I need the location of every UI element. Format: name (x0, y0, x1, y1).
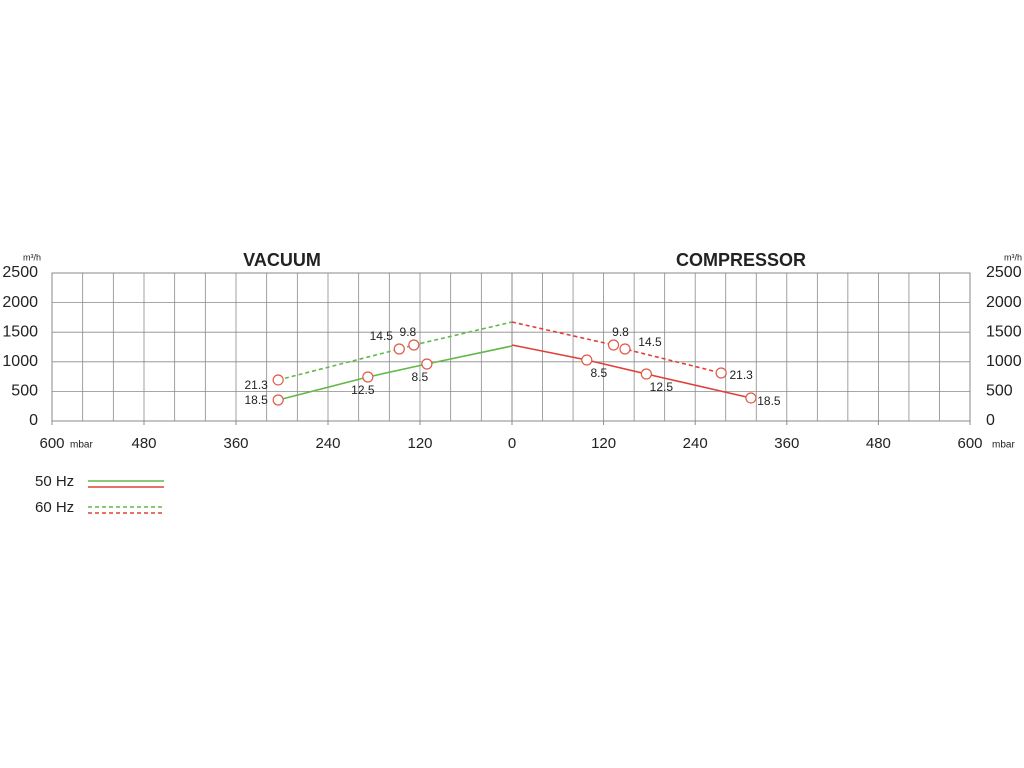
series-line (277, 321, 513, 381)
point-label: 18.5 (757, 394, 781, 408)
point-label: 21.3 (244, 378, 268, 392)
x-tick-label: 240 (315, 435, 340, 452)
y-tick-label: 2500 (2, 264, 38, 281)
x-tick-label: 360 (223, 435, 248, 452)
point-label: 12.5 (351, 383, 375, 397)
data-point (362, 371, 374, 383)
data-point (581, 354, 593, 366)
chart-title: COMPRESSOR (676, 250, 806, 270)
series-line (277, 345, 513, 401)
series-line (511, 321, 722, 374)
x-tick-label: 600 (957, 435, 982, 452)
point-label: 12.5 (650, 380, 674, 394)
data-point (393, 343, 405, 355)
series-line (511, 344, 752, 399)
y-tick-label: 1500 (986, 323, 1022, 340)
x-tick-label: 360 (774, 435, 799, 452)
point-label: 8.5 (590, 366, 607, 380)
x-axis-label: mbar (992, 440, 1015, 451)
chart-title: VACUUM (243, 250, 321, 270)
data-point (715, 367, 727, 379)
data-point (745, 392, 757, 404)
point-label: 21.3 (729, 368, 753, 382)
x-tick-label: 480 (866, 435, 891, 452)
x-axis-label: mbar (70, 440, 93, 451)
data-point (408, 339, 420, 351)
x-tick-label: 480 (131, 435, 156, 452)
point-label: 14.5 (638, 335, 662, 349)
point-label: 8.5 (412, 370, 429, 384)
y-tick-label: 500 (986, 383, 1013, 400)
data-point (640, 368, 652, 380)
legend-label: 50 Hz (35, 473, 74, 490)
y-tick-label: 0 (29, 412, 38, 429)
x-tick-label: 0 (508, 435, 516, 452)
y-tick-label: 2000 (986, 294, 1022, 311)
data-point (619, 343, 631, 355)
y-tick-label: 0 (986, 412, 995, 429)
y-tick-label: 2500 (986, 264, 1022, 281)
y-tick-label: 2000 (2, 294, 38, 311)
data-point (272, 394, 284, 406)
data-point (421, 358, 433, 370)
x-tick-label: 120 (591, 435, 616, 452)
x-tick-label: 600 (39, 435, 64, 452)
y-tick-label: 1000 (986, 353, 1022, 370)
y-axis-label: m³/h (1004, 252, 1022, 262)
data-point (607, 339, 620, 351)
data-point (272, 374, 284, 386)
legend-label: 60 Hz (35, 499, 74, 516)
x-tick-label: 240 (683, 435, 708, 452)
plot-frame (511, 272, 971, 422)
y-tick-label: 1500 (2, 323, 38, 340)
y-tick-label: 1000 (2, 353, 38, 370)
y-axis-label: m³/h (23, 252, 41, 262)
point-label: 9.8 (400, 325, 417, 339)
y-tick-label: 500 (11, 383, 38, 400)
point-label: 18.5 (244, 393, 268, 407)
point-label: 9.8 (612, 325, 629, 339)
point-label: 14.5 (370, 329, 394, 343)
x-tick-label: 120 (407, 435, 432, 452)
